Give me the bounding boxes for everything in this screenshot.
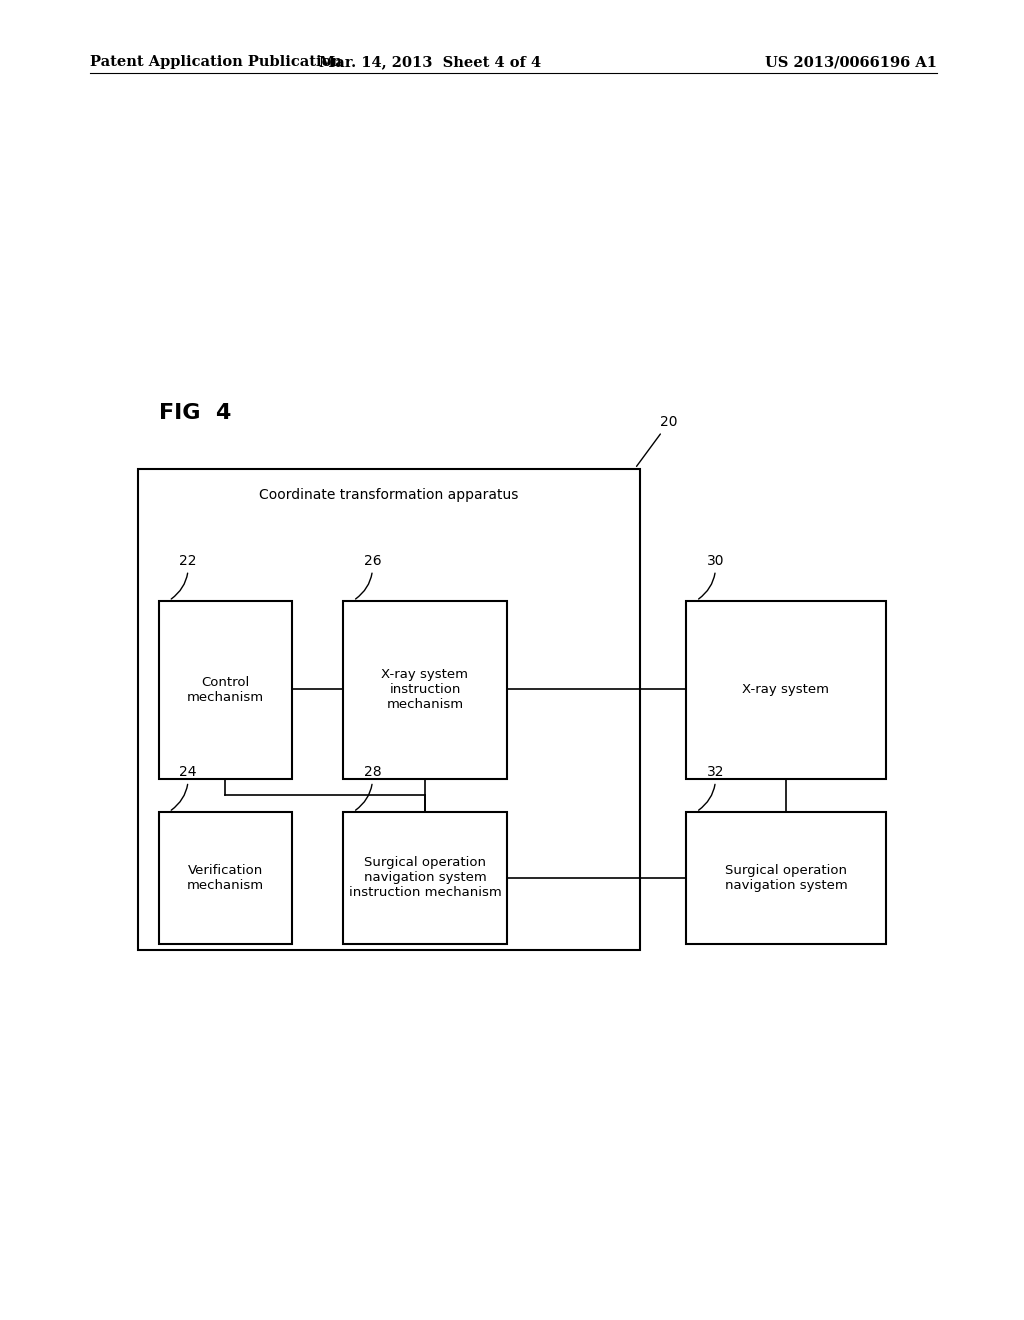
Text: Surgical operation
navigation system: Surgical operation navigation system: [725, 863, 847, 892]
Text: 32: 32: [698, 764, 724, 810]
Text: X-ray system: X-ray system: [742, 684, 829, 696]
Bar: [686, 812, 886, 944]
Bar: [343, 812, 507, 944]
Bar: [159, 812, 292, 944]
Bar: [138, 469, 640, 950]
Text: Patent Application Publication: Patent Application Publication: [90, 55, 342, 70]
Text: Surgical operation
navigation system
instruction mechanism: Surgical operation navigation system ins…: [348, 857, 502, 899]
Text: US 2013/0066196 A1: US 2013/0066196 A1: [765, 55, 937, 70]
Text: Control
mechanism: Control mechanism: [186, 676, 264, 704]
Bar: [343, 601, 507, 779]
Bar: [686, 601, 886, 779]
Text: Coordinate transformation apparatus: Coordinate transformation apparatus: [259, 488, 519, 503]
Text: Verification
mechanism: Verification mechanism: [186, 863, 264, 892]
Text: 20: 20: [637, 414, 678, 466]
Text: 28: 28: [355, 764, 381, 810]
Bar: [159, 601, 292, 779]
Text: 26: 26: [355, 553, 381, 599]
Text: FIG  4: FIG 4: [159, 403, 231, 422]
Text: 24: 24: [171, 764, 197, 810]
Text: 30: 30: [698, 553, 724, 599]
Text: X-ray system
instruction
mechanism: X-ray system instruction mechanism: [382, 668, 468, 711]
Text: 22: 22: [171, 553, 197, 599]
Text: Mar. 14, 2013  Sheet 4 of 4: Mar. 14, 2013 Sheet 4 of 4: [319, 55, 541, 70]
